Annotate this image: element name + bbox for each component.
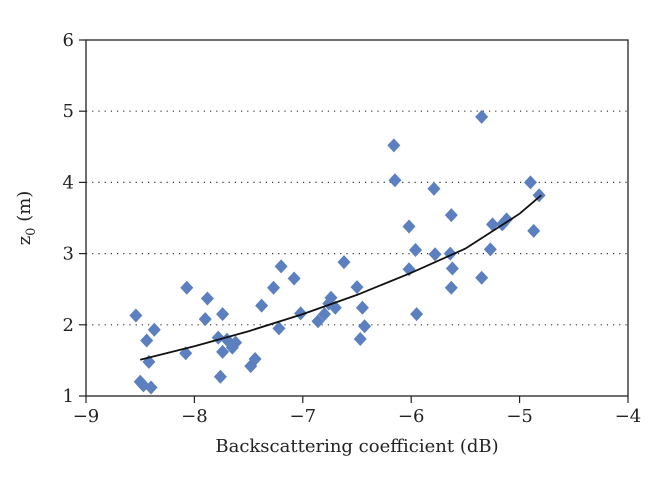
y-axis-label: z0 (m) [14, 191, 39, 246]
x-tick-label: −5 [506, 406, 533, 427]
data-point [213, 369, 227, 384]
data-point [353, 332, 367, 347]
data-point [388, 173, 402, 188]
x-tick-labels: −9 −8 −7 −6 −5 −4 [73, 406, 642, 427]
y-tick-labels: 1 2 3 4 5 6 [63, 30, 74, 407]
data-point [410, 307, 424, 322]
data-point [500, 212, 514, 227]
data-point [272, 321, 286, 336]
x-tick-label: −6 [398, 406, 425, 427]
data-point [248, 351, 262, 366]
y-tick-label: 6 [63, 30, 74, 51]
data-point [200, 291, 214, 306]
data-point [255, 298, 269, 313]
data-point [294, 306, 308, 321]
data-point [387, 138, 401, 153]
data-point [445, 261, 459, 276]
data-point [324, 290, 338, 305]
trend-line [139, 194, 542, 361]
data-point [355, 300, 369, 315]
data-point [475, 270, 489, 285]
data-point [402, 219, 416, 234]
data-point [216, 344, 230, 359]
y-tick-label: 3 [63, 244, 74, 265]
data-points [129, 109, 546, 395]
data-point [486, 217, 499, 232]
x-tick-label: −7 [290, 406, 317, 427]
data-point [147, 322, 161, 337]
data-point [216, 307, 230, 322]
data-point [229, 335, 243, 350]
x-tick-label: −9 [73, 406, 100, 427]
y-axis-label-main: z [14, 236, 35, 245]
x-axis-label: Backscattering coefficient (dB) [215, 436, 498, 457]
y-tick-label: 2 [63, 315, 74, 336]
data-point [311, 314, 325, 329]
x-tick-label: −8 [181, 406, 208, 427]
y-axis-label-subscript: 0 [24, 228, 39, 236]
data-point [267, 280, 281, 295]
data-point [198, 312, 212, 327]
data-point [444, 208, 458, 223]
data-point [475, 109, 489, 124]
data-point [140, 333, 154, 348]
y-axis-label-unit: (m) [14, 191, 35, 228]
data-point [317, 307, 331, 322]
data-point [180, 280, 194, 295]
data-point [427, 181, 441, 196]
y-tick-label: 1 [63, 386, 74, 407]
plot-frame [85, 39, 629, 397]
y-tick-label: 5 [63, 101, 74, 122]
data-point [428, 247, 442, 262]
axis-ticks [79, 39, 629, 403]
x-tick-label: −4 [615, 406, 642, 427]
data-point [287, 271, 301, 286]
data-point [358, 319, 372, 334]
data-point [129, 308, 143, 323]
data-point [144, 380, 158, 395]
data-point [444, 280, 458, 295]
data-point [337, 255, 351, 270]
data-point [274, 259, 288, 274]
data-point [350, 280, 364, 295]
data-point [527, 223, 541, 238]
y-tick-label: 4 [63, 172, 74, 193]
data-point [523, 175, 537, 190]
data-point [409, 243, 423, 258]
data-point [483, 242, 497, 257]
